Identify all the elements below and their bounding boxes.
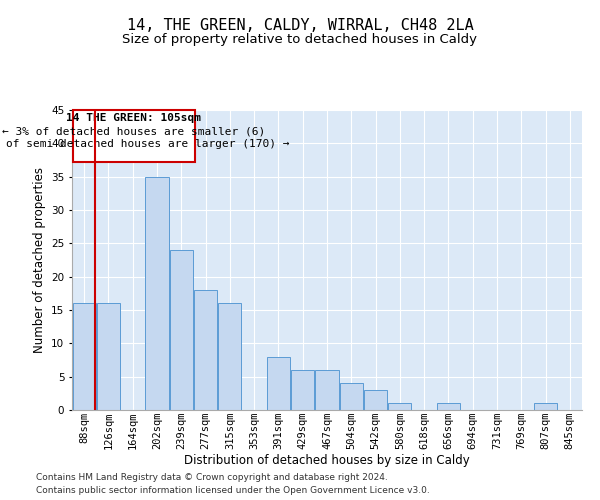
Bar bbox=[340, 384, 363, 410]
Text: 14, THE GREEN, CALDY, WIRRAL, CH48 2LA: 14, THE GREEN, CALDY, WIRRAL, CH48 2LA bbox=[127, 18, 473, 32]
Text: ← 3% of detached houses are smaller (6): ← 3% of detached houses are smaller (6) bbox=[2, 126, 266, 136]
Bar bbox=[97, 304, 120, 410]
Bar bbox=[218, 304, 241, 410]
Text: 97% of semi-detached houses are larger (170) →: 97% of semi-detached houses are larger (… bbox=[0, 138, 289, 148]
Bar bbox=[194, 290, 217, 410]
Bar bbox=[73, 304, 95, 410]
Bar bbox=[73, 110, 194, 162]
Bar bbox=[267, 356, 290, 410]
Text: Contains public sector information licensed under the Open Government Licence v3: Contains public sector information licen… bbox=[36, 486, 430, 495]
Y-axis label: Number of detached properties: Number of detached properties bbox=[32, 167, 46, 353]
Bar bbox=[170, 250, 193, 410]
Text: Contains HM Land Registry data © Crown copyright and database right 2024.: Contains HM Land Registry data © Crown c… bbox=[36, 472, 388, 482]
Bar bbox=[437, 404, 460, 410]
Bar bbox=[364, 390, 387, 410]
Bar bbox=[291, 370, 314, 410]
Bar bbox=[534, 404, 557, 410]
Text: Size of property relative to detached houses in Caldy: Size of property relative to detached ho… bbox=[122, 34, 478, 46]
X-axis label: Distribution of detached houses by size in Caldy: Distribution of detached houses by size … bbox=[184, 454, 470, 468]
Bar bbox=[145, 176, 169, 410]
Bar bbox=[388, 404, 412, 410]
Text: 14 THE GREEN: 105sqm: 14 THE GREEN: 105sqm bbox=[67, 114, 202, 124]
Bar bbox=[316, 370, 338, 410]
